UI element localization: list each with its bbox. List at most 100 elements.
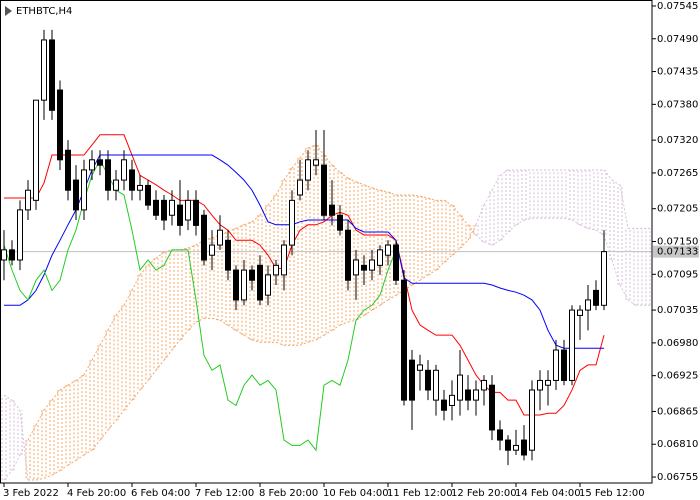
cloud-edge (443, 254, 453, 263)
candle-body (545, 379, 551, 386)
candle-body (473, 389, 479, 401)
cloud-edge (187, 244, 197, 249)
cloud-edge (187, 321, 197, 331)
candle-body (97, 159, 103, 166)
cloud-edge (427, 269, 437, 276)
y-tick-label: 0.07490 (657, 34, 698, 45)
candle-body (241, 269, 247, 301)
cloud-edge (35, 410, 45, 426)
y-tick-label: 0.06810 (657, 439, 698, 450)
candle-body (385, 244, 391, 256)
cloud-edge (331, 164, 341, 173)
cloud-edge (147, 257, 157, 266)
cloud-edge (379, 299, 389, 306)
cloud-edge (107, 315, 117, 331)
y-tick-label: 0.06865 (657, 406, 698, 417)
candle-body (233, 269, 239, 301)
cloud-edge (563, 217, 573, 221)
candle-body (457, 374, 463, 401)
cloud-edge (3, 394, 13, 401)
candle-body (25, 189, 31, 211)
candle-body (377, 249, 383, 266)
candle-body (129, 169, 135, 191)
cloud-edge (571, 219, 581, 226)
candle-body (137, 184, 143, 191)
candle-body (265, 274, 271, 296)
cloud-edge (235, 224, 245, 229)
y-tick-label: 0.07380 (657, 99, 698, 110)
cloud-edge (579, 224, 589, 229)
candle-body (449, 394, 455, 406)
candle-body (305, 159, 311, 181)
cloud-edge (11, 454, 21, 471)
cloud-edge (251, 339, 261, 343)
x-tick-label: 4 Feb 20:00 (67, 488, 126, 499)
candle-body (41, 39, 47, 101)
cloud-edge (307, 339, 317, 343)
cloud-edge (355, 315, 365, 321)
cloud-edge (83, 359, 93, 376)
candle-body (497, 429, 503, 441)
cloud-edge (211, 317, 221, 321)
cloud-edge (443, 199, 453, 206)
cloud-edge (243, 334, 253, 341)
cloud-edge (371, 187, 381, 191)
chart-title: ETHBTC,H4 (16, 6, 72, 17)
candle-body (489, 384, 495, 431)
candle-body (153, 199, 159, 216)
cloud-edge (235, 329, 245, 336)
cloud-edge (27, 424, 37, 441)
y-tick-label: 0.06755 (657, 472, 698, 483)
cloud-edge (227, 324, 237, 331)
y-tick-label: 0.07095 (657, 269, 698, 280)
cloud-edge (219, 319, 229, 326)
cloud-edge (99, 330, 109, 346)
cloud-edge (275, 179, 285, 196)
indicator-line (3, 158, 397, 452)
cloud-edge (75, 454, 85, 461)
candle-body (601, 251, 607, 306)
candle-body (585, 299, 591, 311)
candle-body (465, 389, 471, 401)
cloud-edge (243, 221, 253, 226)
indicator-line (4, 154, 604, 349)
candle-body (161, 199, 167, 221)
cloud-edge (59, 384, 69, 391)
cloud-edge (347, 177, 357, 183)
candle-body (1, 249, 7, 261)
cloud-edge (331, 324, 341, 331)
cloud-edge (491, 175, 501, 191)
cloud-edge (475, 204, 485, 225)
candle-body (89, 159, 95, 171)
cloud-edge (595, 229, 605, 236)
cloud-edge (195, 317, 205, 323)
price-label: 0.07133 (657, 247, 698, 258)
title-icon (5, 6, 12, 16)
cloud-edge (459, 239, 469, 249)
candle-body (297, 179, 303, 196)
cloud-edge (395, 289, 405, 296)
candle-body (337, 214, 343, 231)
cloud-edge (619, 184, 629, 229)
price-label-box (653, 245, 699, 258)
cloud-edge (59, 464, 69, 471)
candle-body (225, 239, 231, 271)
candle-body (521, 439, 527, 456)
candle-body (409, 359, 415, 401)
cloud-edge (515, 219, 525, 226)
candle-body (529, 389, 535, 451)
candle-body (121, 159, 127, 181)
y-tick-label: 0.07265 (657, 168, 698, 179)
cloud-edge (483, 189, 493, 206)
y-tick-label: 0.07205 (657, 204, 698, 215)
cloud-edge (363, 309, 373, 316)
candle-body (113, 179, 119, 191)
cloud-edge (411, 194, 421, 197)
candle-body (553, 349, 559, 381)
cloud-edge (131, 274, 141, 291)
candle-body (441, 399, 447, 411)
cloud-edge (307, 144, 317, 149)
candle-body (345, 229, 351, 281)
